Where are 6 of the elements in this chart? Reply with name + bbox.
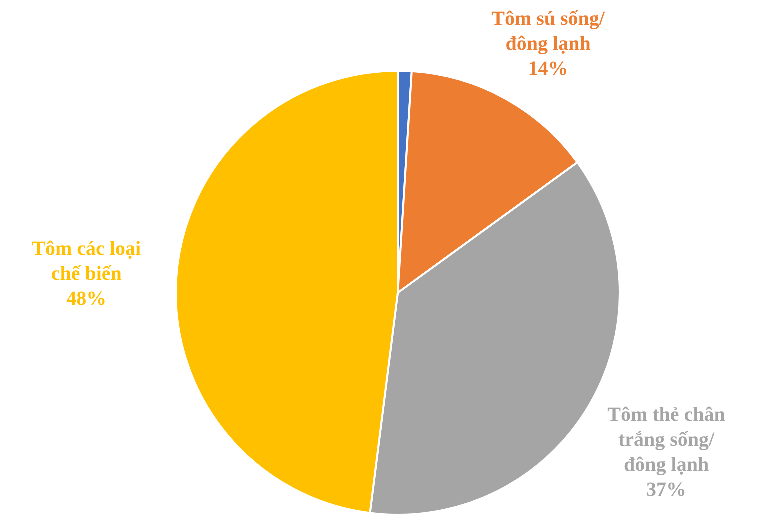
slice-label: Tôm các loại chế biến [32,238,142,285]
slice-label: Tôm sú sống/ đông lạnh [492,8,606,55]
data-label: 14% [528,58,568,80]
slice-label: Tôm thẻ chân trắng sống/ đông lạnh [608,404,726,476]
data-label: 48% [66,288,107,310]
data-label: 37% [646,478,687,501]
